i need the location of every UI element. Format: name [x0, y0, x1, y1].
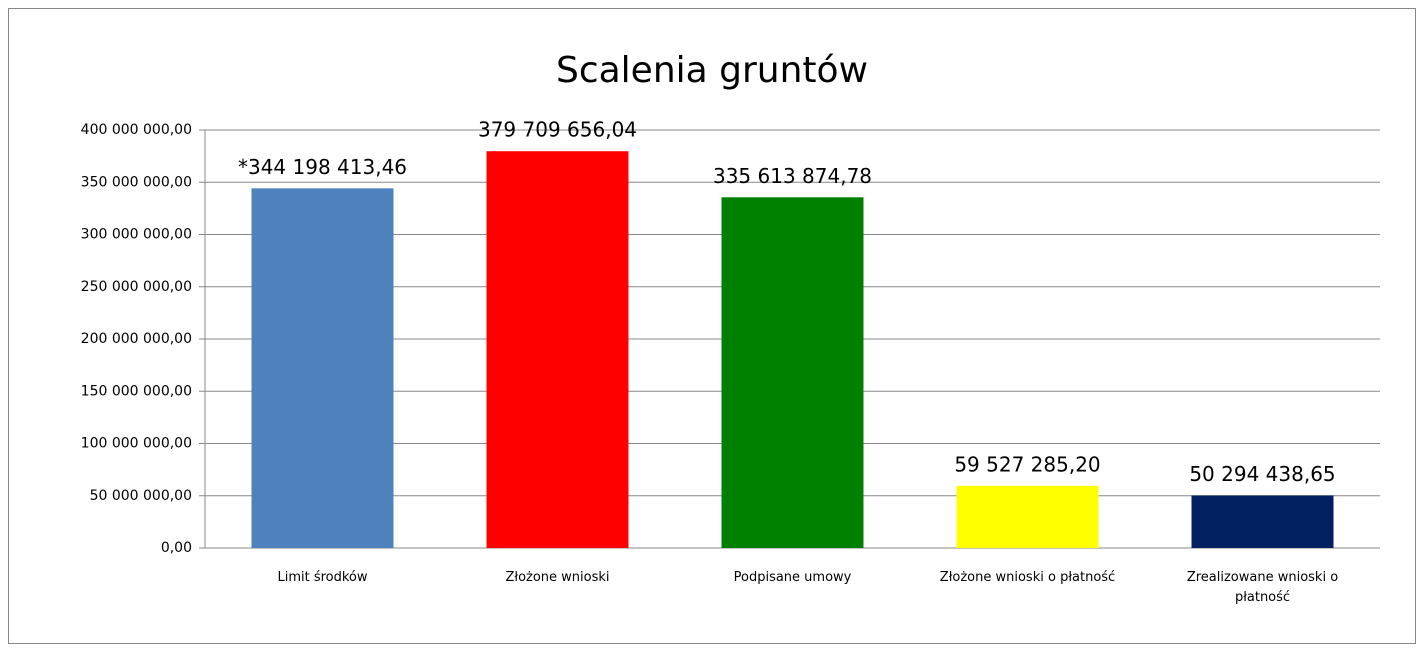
value-label: 335 613 874,78	[713, 164, 872, 188]
bar	[721, 197, 864, 548]
value-label: 379 709 656,04	[478, 118, 637, 142]
value-label: *344 198 413,46	[238, 155, 407, 179]
y-tick-label: 150 000 000,00	[81, 383, 192, 399]
bar	[251, 188, 394, 548]
chart-title: Scalenia gruntów	[556, 50, 868, 91]
value-label: 50 294 438,65	[1189, 462, 1335, 486]
value-label: 59 527 285,20	[954, 452, 1100, 476]
y-tick-label: 50 000 000,00	[90, 488, 192, 504]
y-tick-label: 300 000 000,00	[81, 227, 192, 243]
x-tick-label: Zrealizowane wnioski o płatność	[1186, 570, 1339, 605]
bar	[486, 151, 629, 548]
bar	[1191, 495, 1334, 548]
y-tick-label: 100 000 000,00	[81, 436, 192, 452]
y-tick-label: 350 000 000,00	[81, 174, 192, 190]
y-tick-label: 200 000 000,00	[81, 331, 192, 347]
y-tick-label: 400 000 000,00	[81, 122, 192, 138]
y-tick-label: 0,00	[161, 540, 192, 556]
x-tick-label: Podpisane umowy	[733, 570, 852, 585]
x-tick-label: Limit środków	[277, 570, 368, 585]
x-tick-label: Złożone wnioski	[505, 570, 610, 585]
x-tick-label: Złożone wnioski o płatność	[939, 570, 1116, 585]
y-tick-label: 250 000 000,00	[81, 279, 192, 295]
chart-border	[8, 8, 1416, 644]
bar	[956, 485, 1099, 548]
